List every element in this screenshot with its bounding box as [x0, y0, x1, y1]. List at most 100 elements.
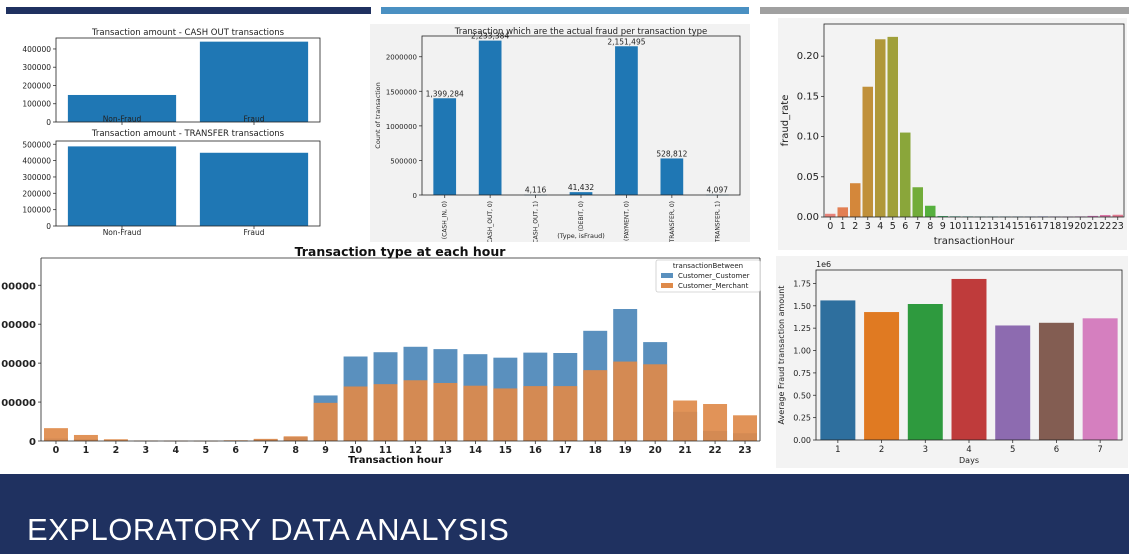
svg-hourrate-xtick-label: 21 [1087, 221, 1099, 232]
svg-days-bar [907, 304, 943, 440]
svg-days-ytick-label: 1.25 [793, 324, 811, 333]
svg-hourrate-bar [925, 205, 936, 217]
hourly-xtick-label: 13 [439, 445, 452, 456]
hourly-bar-customer-merchant [523, 386, 548, 441]
hourly-bar-customer-merchant [253, 438, 278, 441]
svg-hourrate-bar [937, 216, 948, 217]
svg-cashout-xtick-label: Fraud [244, 115, 265, 124]
cashout-chart-panel: Transaction amount - CASH OUT transactio… [10, 24, 330, 132]
svg-hourrate-xtick-label: 23 [1112, 221, 1124, 232]
svg-transfer-xtick-label: Fraud [244, 228, 265, 237]
svg-fraudtype-data-label: 4,097 [707, 186, 729, 195]
svg-cashout-xtick-label: Non-Fraud [103, 115, 142, 124]
svg-hourrate-ytick-label: 0.20 [797, 51, 819, 62]
svg-days-bar [1038, 322, 1074, 440]
svg-transfer-xtick-label: Non-Fraud [103, 228, 142, 237]
svg-cashout-ytick-label: 0 [46, 118, 51, 127]
svg-cashout-bar [67, 94, 177, 122]
hourly-bar-customer-merchant [313, 402, 338, 441]
svg-fraudtype-xtick-label: (TRANSFER, 0) [669, 201, 676, 242]
svg-days-xtick-label: 2 [879, 445, 884, 455]
accent-strip-gray [760, 7, 1129, 14]
hourly-ytick-label: 00000 [1, 398, 36, 409]
hourly-bar-customer-merchant [103, 439, 128, 441]
svg-hourrate-ytick-label: 0.05 [797, 172, 819, 183]
svg-days-xtick-label: 3 [923, 445, 928, 455]
fraudtype-chart: Transaction which are the actual fraud p… [374, 27, 741, 242]
svg-cashout-ytick-label: 300000 [22, 63, 51, 72]
hourly-xtick-label: 16 [529, 445, 543, 456]
hourly-xtick-label: 1 [83, 445, 90, 456]
svg-hourrate-bar [825, 213, 836, 217]
svg-fraudtype-bar [433, 98, 457, 195]
hourly-xtick-label: 10 [349, 445, 363, 456]
svg-transfer-ytick-label: 200000 [22, 189, 51, 198]
hourly-xtick-label: 4 [173, 445, 180, 456]
svg-hourrate-xtick-label: 0 [827, 221, 833, 232]
hourly-bar-customer-merchant [613, 361, 638, 441]
transfer-chart: Transaction amount - TRANSFER transactio… [22, 129, 321, 237]
svg-days-xlabel: Days [959, 456, 979, 465]
svg-hourrate-xtick-label: 16 [1024, 221, 1036, 232]
svg-hourrate-ytick-label: 0.00 [797, 212, 819, 223]
svg-fraudtype-data-label: 2,151,495 [607, 37, 645, 46]
title-band: EXPLORATORY DATA ANALYSIS [0, 474, 1129, 554]
hourly-xtick-label: 15 [499, 445, 512, 456]
svg-fraudtype-ytick-label: 0 [413, 192, 417, 200]
hourly-xtick-label: 17 [559, 445, 572, 456]
slide-title: EXPLORATORY DATA ANALYSIS [27, 512, 510, 547]
hourly-xtick-label: 22 [708, 445, 721, 456]
svg-fraudtype-bar [615, 46, 638, 196]
svg-days-xtick-label: 1 [835, 445, 840, 455]
svg-days-bar [864, 312, 900, 440]
svg-hourrate-xtick-label: 15 [1012, 221, 1024, 232]
svg-hourrate-xlabel: transactionHour [934, 236, 1015, 247]
svg-transfer-ytick-label: 300000 [22, 173, 51, 182]
svg-transfer-frame [55, 140, 321, 227]
svg-days-bar [820, 300, 856, 440]
svg-fraudtype-xtick-label: (TRANSFER, 1) [714, 201, 721, 242]
svg-hourrate-xtick-label: 18 [1049, 221, 1061, 232]
hourly-xtick-label: 3 [143, 445, 150, 456]
svg-fraudtype-ytick-label: 500000 [390, 157, 417, 165]
svg-hourrate-xtick-label: 12 [974, 221, 986, 232]
svg-fraudtype-bar [569, 192, 593, 195]
svg-cashout-title: Transaction amount - CASH OUT transactio… [91, 28, 285, 38]
svg-fraudtype-data-label: 41,432 [568, 183, 594, 192]
svg-cashout-ytick-label: 100000 [22, 100, 51, 109]
hourly-xtick-label: 7 [262, 445, 269, 456]
svg-hourrate-xtick-label: 20 [1074, 221, 1086, 232]
svg-fraudtype-bar [478, 40, 502, 195]
svg-cashout-frame [55, 37, 321, 123]
svg-hourrate-bar [887, 36, 898, 217]
svg-hourrate-frame [823, 23, 1125, 218]
hourly-xtick-label: 6 [232, 445, 239, 456]
hourly-ytick-label: 0 [29, 437, 36, 448]
hourly-bar-customer-merchant [433, 382, 458, 441]
svg-hourrate-xtick-label: 8 [927, 221, 933, 232]
svg-days-ytick-label: 1.00 [793, 347, 811, 356]
hourly-bar-customer-merchant [463, 385, 488, 441]
svg-hourrate-bar [912, 187, 923, 217]
svg-days-frame [815, 269, 1123, 441]
hourly-legend-box [655, 259, 761, 293]
svg-transfer-ytick-label: 400000 [22, 157, 51, 166]
hourly-xtick-label: 20 [649, 445, 663, 456]
svg-days-ytick-label: 0.50 [793, 391, 811, 400]
svg-fraudtype-data-label: 1,399,284 [426, 89, 464, 98]
svg-hourrate-bar [1112, 214, 1123, 217]
svg-fraudtype-xtick-label: (CASH_IN, 0) [442, 201, 449, 239]
svg-hourrate-xtick-label: 17 [1037, 221, 1049, 232]
svg-hourrate-ytick-label: 0.10 [797, 132, 819, 143]
svg-fraudtype-ytick-label: 1000000 [386, 123, 417, 131]
svg-transfer-bar [199, 152, 309, 226]
hourly-xtick-label: 2 [113, 445, 120, 456]
days-chart-panel: 0.00 0.25 0.50 0.75 1.00 1.25 1.50 1.75 1 2 3 4 5 6 7 D… [776, 256, 1128, 468]
svg-days-bar [995, 325, 1031, 440]
svg-days-ytick-label: 0.75 [793, 369, 811, 378]
hourly-xtick-label: 14 [469, 445, 483, 456]
fraudtype-chart-panel: Transaction which are the actual fraud p… [370, 24, 750, 242]
hourly-legend-swatch [661, 283, 673, 288]
svg-hourrate-xtick-label: 10 [949, 221, 961, 232]
svg-hourrate-bar [862, 86, 873, 217]
